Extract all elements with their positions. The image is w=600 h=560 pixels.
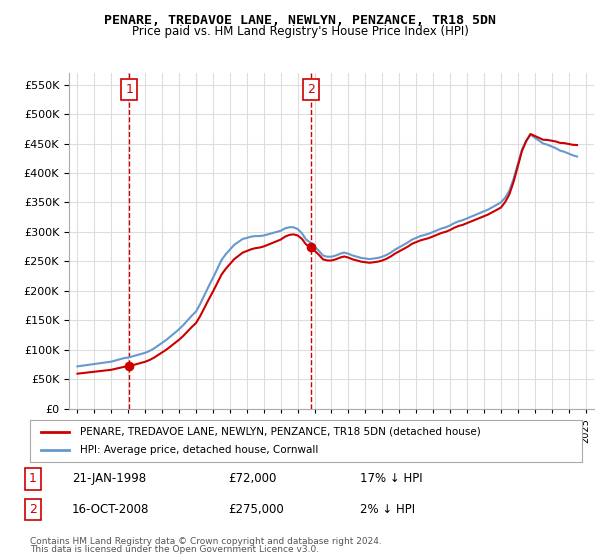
Text: This data is licensed under the Open Government Licence v3.0.: This data is licensed under the Open Gov… xyxy=(30,545,319,554)
Text: 2: 2 xyxy=(29,503,37,516)
Text: 1: 1 xyxy=(125,83,133,96)
Text: 21-JAN-1998: 21-JAN-1998 xyxy=(72,472,146,486)
Text: 16-OCT-2008: 16-OCT-2008 xyxy=(72,503,149,516)
Text: £275,000: £275,000 xyxy=(228,503,284,516)
Text: 2% ↓ HPI: 2% ↓ HPI xyxy=(360,503,415,516)
Text: 1: 1 xyxy=(29,472,37,486)
Text: HPI: Average price, detached house, Cornwall: HPI: Average price, detached house, Corn… xyxy=(80,445,318,455)
Text: PENARE, TREDAVOE LANE, NEWLYN, PENZANCE, TR18 5DN (detached house): PENARE, TREDAVOE LANE, NEWLYN, PENZANCE,… xyxy=(80,427,481,437)
Text: Contains HM Land Registry data © Crown copyright and database right 2024.: Contains HM Land Registry data © Crown c… xyxy=(30,537,382,546)
Text: 17% ↓ HPI: 17% ↓ HPI xyxy=(360,472,422,486)
Text: 2: 2 xyxy=(307,83,315,96)
Text: £72,000: £72,000 xyxy=(228,472,277,486)
Text: PENARE, TREDAVOE LANE, NEWLYN, PENZANCE, TR18 5DN: PENARE, TREDAVOE LANE, NEWLYN, PENZANCE,… xyxy=(104,14,496,27)
Text: Price paid vs. HM Land Registry's House Price Index (HPI): Price paid vs. HM Land Registry's House … xyxy=(131,25,469,38)
